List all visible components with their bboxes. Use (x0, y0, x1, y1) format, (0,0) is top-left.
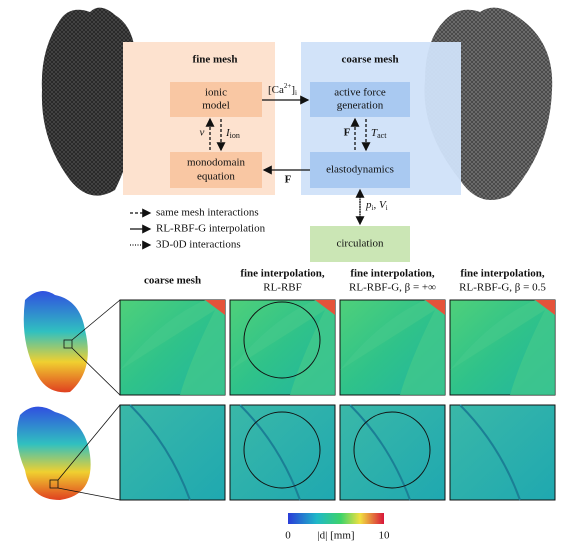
arrows (130, 95, 371, 250)
cbar-min: 0 (285, 530, 291, 542)
column-header: RL-RBF (263, 282, 302, 294)
column-header: RL-RBF-G, β = +∞ (349, 282, 436, 294)
legend-item: RL-RBF-G interpolation (156, 223, 266, 235)
highlight-circle (353, 411, 431, 489)
hot-corner (205, 300, 225, 315)
potential: v (200, 127, 205, 139)
active-tension: Tact (371, 127, 387, 140)
surface-band (120, 300, 225, 395)
render-panel (119, 404, 226, 501)
elasto: elastodynamics (326, 164, 394, 176)
highlight-circle (243, 411, 321, 489)
ionic-current: Iion (225, 127, 240, 140)
t: p (365, 199, 372, 211)
column-header: RL-RBF-G, β = 0.5 (459, 282, 546, 294)
ionic-l2: model (202, 100, 230, 112)
hot-corner (315, 300, 335, 315)
column-header: fine interpolation, (240, 268, 325, 280)
t: , (373, 199, 379, 211)
render-panel (229, 404, 336, 501)
circulation: circulation (336, 238, 384, 250)
render-panel (339, 404, 446, 501)
t: [Ca (268, 84, 284, 96)
colorbar (288, 513, 384, 524)
sub: i (386, 204, 388, 212)
legend-item: 3D-0D interactions (156, 239, 241, 251)
mono-l2: equation (197, 171, 235, 183)
feedback: F (285, 174, 292, 186)
t: V (379, 199, 387, 211)
fold (239, 404, 301, 501)
sub: act (377, 131, 387, 140)
ionic-l1: ionic (205, 87, 227, 99)
render-panel (449, 404, 556, 501)
active-l1: active force (334, 87, 386, 99)
mono-l1: monodomain (187, 157, 246, 169)
fold (129, 404, 191, 501)
coarse-title: coarse mesh (341, 54, 398, 66)
fold (459, 404, 521, 501)
sup: 2+ (284, 82, 292, 90)
highlight-circle (243, 301, 321, 379)
column-header: fine interpolation, (350, 268, 435, 280)
surface-band (450, 300, 555, 395)
hot-corner (535, 300, 555, 315)
elasto-box (310, 152, 410, 188)
column-header: fine interpolation, (460, 268, 545, 280)
active-l2: generation (337, 100, 384, 112)
column-header: coarse mesh (144, 275, 201, 287)
force: F (344, 127, 351, 139)
active-box (310, 82, 410, 117)
legend-item: same mesh interactions (156, 207, 259, 219)
pressure-volume: pi, Vi (365, 199, 388, 212)
fine-title: fine mesh (193, 54, 238, 66)
sub: ion (230, 131, 240, 140)
monodomain-box (170, 152, 262, 188)
cbar-label: |d| [mm] (317, 530, 354, 542)
sym: I (225, 127, 231, 139)
fold (349, 404, 411, 501)
heart-thumb (23, 291, 88, 393)
sub: i (372, 204, 374, 212)
cbar-max: 10 (379, 530, 391, 542)
zoom-lines (49, 299, 121, 501)
circulation-box (310, 226, 410, 262)
surface-band (230, 300, 335, 395)
sub: i (295, 89, 297, 97)
t: ] (291, 84, 295, 96)
heart-thumb (16, 406, 91, 500)
surface-band (340, 300, 445, 395)
calcium: [Ca2+]i (268, 82, 297, 97)
sym: T (371, 127, 378, 139)
hot-corner (425, 300, 445, 315)
fine-heart (41, 7, 136, 196)
ionic-box (170, 82, 262, 117)
